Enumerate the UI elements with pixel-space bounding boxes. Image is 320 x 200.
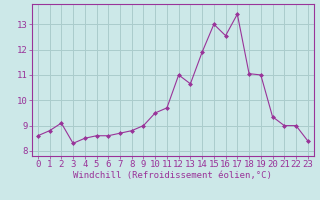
X-axis label: Windchill (Refroidissement éolien,°C): Windchill (Refroidissement éolien,°C)	[73, 171, 272, 180]
